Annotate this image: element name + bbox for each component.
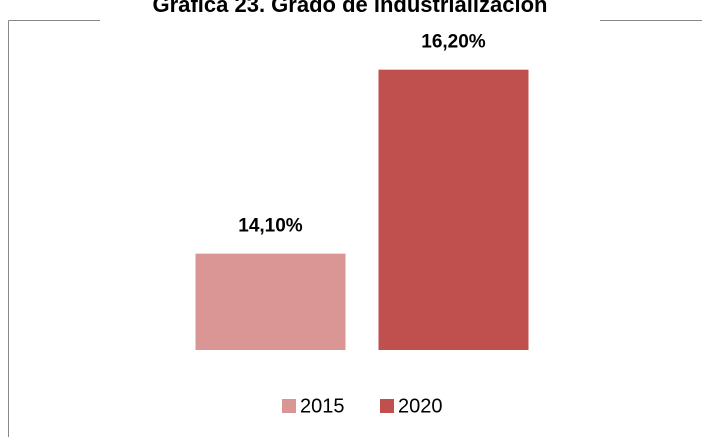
legend-label: 2015 — [300, 395, 345, 417]
bar — [195, 253, 346, 350]
legend-label: 2020 — [398, 395, 443, 417]
chart-title: Gráfica 23. Grado de industrialización — [153, 0, 548, 17]
bar — [378, 69, 529, 351]
legend-swatch — [380, 399, 394, 413]
legend-swatch — [282, 399, 296, 413]
data-label: 16,20% — [421, 32, 486, 53]
title-background — [100, 0, 600, 24]
data-label: 14,10% — [238, 216, 303, 237]
